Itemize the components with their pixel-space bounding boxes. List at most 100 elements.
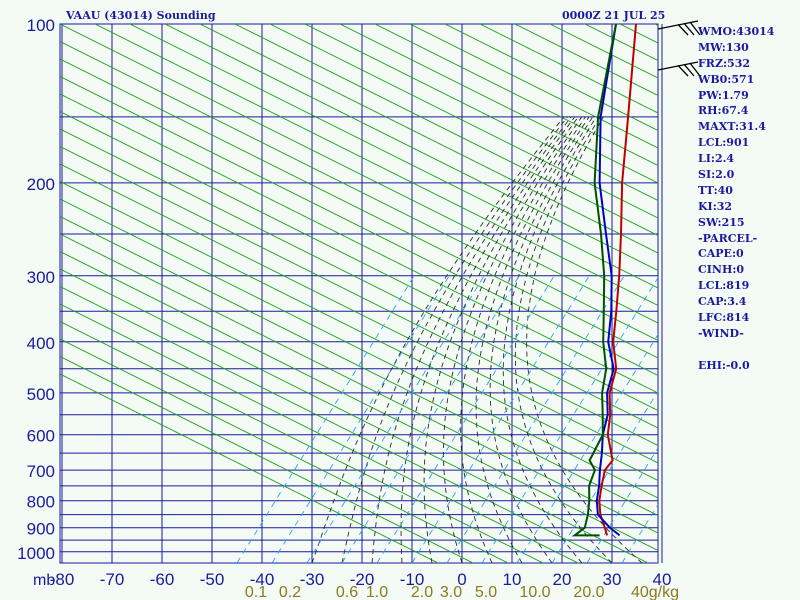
- dry-adiabat-line: [60, 320, 545, 563]
- wind-barb-feather: [683, 22, 695, 36]
- index-item: SW:215: [698, 215, 745, 229]
- temperature-line: [598, 24, 637, 536]
- pressure-tick-label: 400: [27, 334, 55, 353]
- moist-adiabat-line: [502, 116, 597, 563]
- moist-adiabat-line: [371, 116, 572, 563]
- index-spacer: [698, 342, 774, 358]
- dry-adiabat-line: [339, 24, 658, 184]
- index-item: MAXT:31.4: [698, 120, 766, 134]
- dry-adiabat-line: [234, 24, 658, 237]
- temperature-tick-label: -20: [350, 570, 375, 589]
- dry-adiabat-line: [60, 215, 658, 517]
- index-item: PW:1.79: [698, 88, 749, 102]
- moist-adiabat-line: [460, 116, 586, 563]
- temperature-tick-label: 20: [553, 570, 572, 589]
- dewpoint-line: [571, 24, 618, 537]
- dry-adiabat-line: [60, 24, 658, 324]
- dry-adiabat-line: [60, 268, 650, 563]
- mixing-ratio-line: [411, 275, 590, 563]
- pressure-tick-label: 600: [27, 427, 55, 446]
- moist-adiabat-line: [475, 116, 590, 563]
- dry-adiabat-line: [60, 180, 658, 482]
- index-item: CAPE:0: [698, 247, 744, 261]
- index-item: SI:2.0: [698, 168, 735, 182]
- temperature-tick-label: 30: [603, 570, 622, 589]
- dry-adiabat-line: [60, 355, 475, 563]
- mixing-ratio-line: [236, 275, 415, 563]
- mixing-ratio-label: 10.0: [519, 584, 550, 600]
- index-item: LFC:814: [698, 311, 750, 325]
- wind-barb-feather: [689, 21, 701, 36]
- index-item: LI:2.4: [698, 152, 735, 166]
- mixing-ratio-line: [446, 275, 625, 563]
- index-item: LCL:901: [698, 136, 750, 150]
- pressure-tick-label: 100: [27, 16, 55, 35]
- dry-adiabat-layer: [60, 24, 658, 563]
- pressure-tick-label: 800: [27, 493, 55, 512]
- dry-adiabat-line: [60, 110, 658, 412]
- dry-adiabat-line: [60, 198, 658, 499]
- mixing-ratio-label: 5.0: [475, 584, 497, 600]
- dry-adiabat-line: [374, 24, 658, 167]
- mixing-ratio-label: 0.1: [245, 584, 267, 600]
- dry-adiabat-line: [60, 145, 658, 447]
- wind-barb-feather: [689, 62, 701, 77]
- wind-barb-feather: [677, 64, 689, 77]
- dry-adiabat-line: [60, 233, 658, 534]
- temperature-tick-label: -60: [150, 570, 175, 589]
- dry-adiabat-line: [60, 338, 510, 563]
- dry-adiabat-line: [60, 303, 580, 563]
- stability-indices-panel: WMO:43014 MW:130 FRZ:532 WB0:571 PW:1.79 RH:6…: [698, 24, 774, 374]
- mixing-ratio-line: [551, 390, 658, 563]
- dry-adiabat-line: [269, 24, 658, 219]
- moist-adiabat-line: [341, 116, 568, 563]
- index-item: -WIND-: [698, 326, 744, 340]
- mixing-ratio-label: 1.0: [366, 584, 388, 600]
- pressure-tick-label: 500: [27, 385, 55, 404]
- mixing-ratio-label: 2.0: [411, 584, 433, 600]
- moist-adiabat-line: [400, 116, 576, 563]
- index-item: WB0:571: [698, 72, 755, 86]
- mixing-ratio-label: 3.0: [440, 584, 462, 600]
- observation-time: 0000Z 21 JUL 25: [562, 9, 666, 22]
- mixing-ratio-line: [341, 275, 520, 563]
- mixing-ratio-layer: [236, 275, 658, 563]
- dry-adiabat-line: [60, 285, 615, 563]
- moist-adiabat-layer: [311, 116, 643, 563]
- moist-adiabat-line: [311, 116, 565, 563]
- index-item: EHI:-0.0: [698, 358, 750, 372]
- pressure-tick-label: 1000: [17, 544, 55, 563]
- mixing-ratio-label: 40g/kg: [631, 584, 679, 600]
- index-item: CINH:0: [698, 263, 745, 277]
- temperature-tick-label: -70: [100, 570, 125, 589]
- index-item: FRZ:532: [698, 56, 751, 70]
- mixing-ratio-line: [481, 276, 658, 563]
- pressure-tick-label: 700: [27, 462, 55, 481]
- pressure-tick-label: 900: [27, 520, 55, 539]
- dry-adiabat-line: [60, 93, 658, 394]
- mixing-ratio-label: 0.2: [279, 584, 301, 600]
- mixing-ratio-line: [621, 503, 658, 563]
- dry-adiabat-line: [60, 373, 440, 563]
- dry-adiabat-line: [60, 75, 658, 377]
- x-axis-unit-label: mb: [33, 572, 55, 589]
- dry-adiabat-line: [60, 128, 658, 429]
- temperature-tick-label: -50: [200, 570, 225, 589]
- index-item: RH:67.4: [698, 104, 749, 118]
- mixing-ratio-line: [586, 447, 658, 563]
- grid-layer: [59, 23, 663, 564]
- mixing-ratio-line: [306, 275, 485, 563]
- dry-adiabat-line: [304, 24, 658, 202]
- index-item: MW:130: [698, 40, 749, 54]
- mixing-ratio-label: 20.0: [573, 584, 604, 600]
- mixing-ratio-label: 0.6: [336, 584, 358, 600]
- virtual-temperature-line: [595, 24, 621, 537]
- index-item: WMO:43014: [698, 25, 775, 38]
- mixing-ratio-line: [376, 275, 555, 563]
- dry-adiabat-line: [60, 163, 658, 464]
- wind-barb-feather: [683, 63, 695, 77]
- moist-adiabat-line: [526, 116, 643, 563]
